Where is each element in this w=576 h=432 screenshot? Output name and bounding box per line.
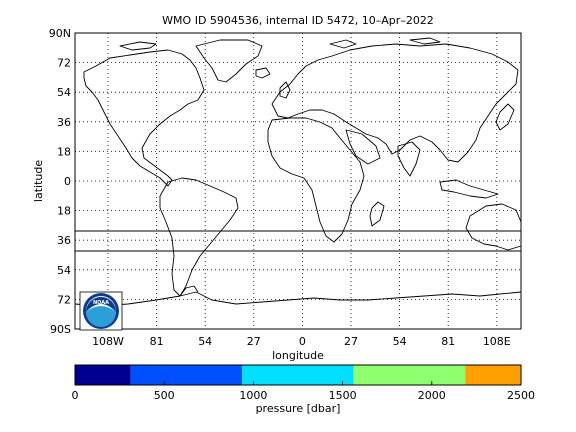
japan-coast	[495, 103, 515, 131]
colorbar-tick-label: 0	[72, 389, 79, 402]
longitude-tick-label: 108W	[92, 335, 124, 348]
latitude-tick-label: 18	[57, 145, 71, 158]
x-axis-label: longitude	[272, 349, 324, 362]
latitude-tick-label: 72	[57, 293, 71, 306]
africa-coast	[267, 117, 365, 243]
map-frame	[74, 32, 522, 330]
logo-wave	[86, 306, 116, 327]
longitude-tick-label: 27	[344, 335, 358, 348]
arabia-coast	[345, 129, 381, 165]
south-america-coast	[159, 177, 239, 297]
colorbar-band	[465, 365, 521, 385]
arctic-islands-coast	[119, 37, 441, 51]
australia-coast	[465, 203, 522, 251]
logo-gull	[86, 297, 116, 312]
noaa-logo: NOAA	[79, 291, 123, 331]
longitude-tick-label: 81	[441, 335, 455, 348]
latitude-tick-label: 54	[57, 264, 71, 277]
colorbar: 0 500 1000 1500 2000 2500 pressure [dbar]	[72, 364, 535, 415]
latitude-tick-label: 36	[57, 116, 71, 129]
longitude-tick-label: 108E	[483, 335, 511, 348]
coastlines	[74, 37, 522, 307]
latitude-tick-label: 0	[64, 175, 71, 188]
latitude-tick-label: 90S	[50, 323, 71, 336]
antarctic-peninsula-coast	[179, 285, 199, 297]
india-coast	[397, 141, 421, 177]
madagascar-coast	[369, 201, 385, 227]
colorbar-tick-label: 1500	[329, 389, 357, 402]
colorbar-bands	[75, 365, 521, 385]
greenland-coast	[195, 39, 263, 83]
colorbar-tick-label: 1000	[239, 389, 267, 402]
eurasia-coast	[271, 43, 519, 163]
british-isles-coast	[279, 81, 291, 99]
longitude-tick-label: 81	[150, 335, 164, 348]
latitude-tick-labels: 90N 72 54 36 18 0 18 36 54 72 90S	[49, 27, 71, 336]
colorbar-band	[242, 365, 354, 385]
latitude-tick-label: 72	[57, 57, 71, 70]
longitude-tick-label: 0	[299, 335, 306, 348]
y-axis-label: latitude	[32, 160, 45, 202]
longitude-tick-label: 54	[393, 335, 407, 348]
chart-title: WMO ID 5904536, internal ID 5472, 10–Apr…	[162, 14, 434, 27]
north-america-coast	[83, 49, 205, 187]
iceland-coast	[255, 67, 271, 79]
antarctica-coast	[74, 291, 522, 307]
colorbar-band	[75, 365, 131, 385]
longitude-tick-label: 54	[198, 335, 212, 348]
latitude-tick-label: 90N	[49, 27, 71, 40]
colorbar-label: pressure [dbar]	[256, 402, 341, 415]
map-border	[74, 32, 522, 330]
colorbar-band	[353, 365, 466, 385]
colorbar-band	[130, 365, 243, 385]
longitude-tick-label: 27	[247, 335, 261, 348]
colorbar-tick-label: 2500	[507, 389, 535, 402]
latitude-tick-label: 36	[57, 234, 71, 247]
longitude-tick-labels: 108W 81 54 27 0 27 54 81 108E	[92, 335, 511, 348]
latitude-tick-label: 18	[57, 205, 71, 218]
colorbar-tick-label: 2000	[418, 389, 446, 402]
latitude-tick-label: 54	[57, 86, 71, 99]
logo-lettering: NOAA	[93, 300, 109, 306]
indonesia-coast	[439, 179, 499, 199]
colorbar-border	[74, 364, 522, 386]
colorbar-tick-label: 500	[154, 389, 175, 402]
colorbar-tick-labels: 0 500 1000 1500 2000 2500	[72, 381, 535, 402]
